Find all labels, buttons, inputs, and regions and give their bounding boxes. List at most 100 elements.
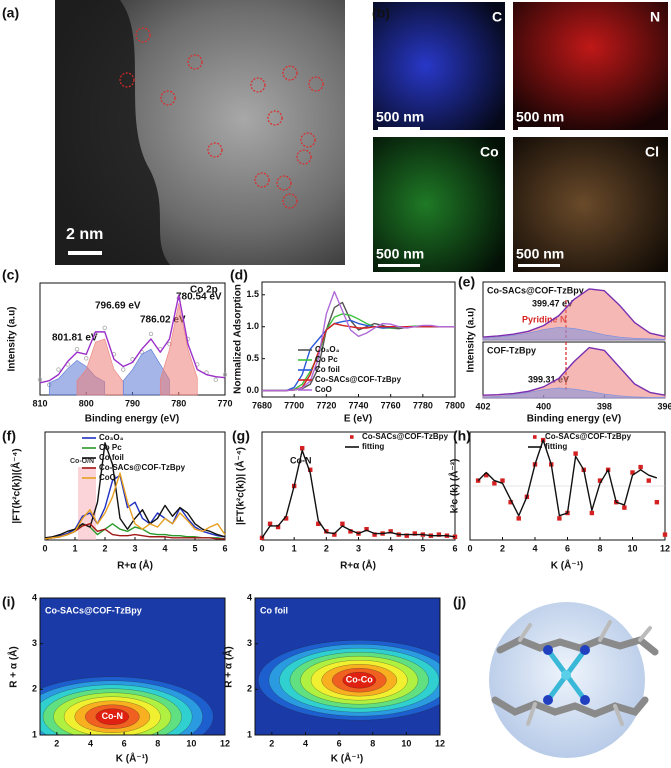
data-point (516, 516, 521, 521)
area (482, 326, 666, 341)
x-tick-label: 2 (500, 543, 505, 553)
x-tick-label: 7740 (348, 400, 368, 410)
data-point (492, 481, 497, 486)
x-tick-label: 6 (452, 543, 457, 553)
data-point (300, 445, 305, 451)
x-tick-label: 396 (657, 401, 671, 411)
x-tick-label: 7760 (381, 400, 401, 410)
data-point (222, 372, 228, 377)
legend-label: Co₃O₄ (99, 433, 124, 442)
chart: 0 1 2 3 4 5 6 R+α (Å) |FT(k²c(k))|(Å⁻⁴) Co-O/N Co₃… (10, 431, 228, 572)
area (159, 303, 198, 396)
line (44, 472, 226, 540)
data-point (622, 505, 627, 510)
data-point (121, 367, 126, 372)
map-label: N (650, 9, 660, 25)
scale-bar (518, 264, 560, 267)
molecule (491, 620, 659, 726)
x-tick-label: 6 (222, 543, 227, 553)
data-point (148, 331, 154, 337)
peak-label: Co-N (102, 711, 124, 721)
y-tick-label: 0.5 (246, 353, 259, 363)
legend-label: Co-SACs@COF-TzBpy (315, 375, 402, 384)
line (262, 290, 455, 392)
data-point (646, 478, 651, 483)
data-point (654, 499, 660, 505)
y-tick-label: 1 (32, 729, 37, 739)
annotation: 780.54 eV (176, 292, 222, 303)
y-axis-label: k³c (k) (Å⁻³) (448, 459, 461, 514)
contour-map (255, 598, 440, 735)
legend-label: Co foil (315, 365, 340, 374)
panel-label: (c) (2, 267, 19, 283)
chart: 810 800 790 780 770 Binding energy (eV) Intens… (7, 282, 233, 425)
y-tick-label: 1 (247, 729, 252, 739)
y-axis-label: R + α (Å) (7, 646, 20, 687)
x-tick-label: 780 (171, 398, 186, 408)
legend-label: CoO (99, 473, 116, 482)
x-tick-label: 5 (192, 543, 197, 553)
legend-label: fitting (545, 442, 567, 451)
annotation: 399.47 eV (532, 298, 573, 308)
y-tick-label: 0.0 (246, 385, 259, 395)
x-tick-label: 0 (467, 543, 472, 553)
panel-label: (i) (2, 594, 15, 610)
data-point (37, 377, 43, 382)
legend-label: CoO (315, 385, 332, 394)
x-tick-label: 0 (259, 543, 264, 553)
data-point (56, 367, 61, 372)
scale-bar (68, 251, 102, 255)
atom-marker (300, 132, 316, 148)
chart: 0 2 4 6 8 10 12 K (Å⁻¹) k³c (k) (Å⁻³) Co-SACs@COF… (448, 431, 670, 572)
x-tick-label: 6 (565, 543, 570, 553)
x-tick-label: 2 (269, 738, 274, 748)
peak-label: Co-Co (346, 675, 373, 685)
chart-title: COF-TzBpy (487, 345, 536, 355)
x-tick-label: 800 (79, 398, 94, 408)
x-tick-label: 2 (54, 738, 59, 748)
x-tick-label: 4 (532, 543, 537, 553)
contour-map (40, 598, 225, 735)
x-tick-label: 12 (435, 738, 445, 748)
x-tick-label: 5 (420, 543, 425, 553)
data-point (84, 356, 89, 361)
line (482, 288, 666, 338)
scale-label: 500 nm (376, 109, 424, 125)
panel-label: (b) (372, 5, 390, 21)
scale-bar (378, 264, 420, 267)
x-tick-label: 398 (597, 401, 612, 411)
panel-label: (f) (2, 428, 16, 444)
x-tick-label: 10 (627, 543, 637, 553)
chart: 7680 7700 7720 7740 7760 7780 7800 0.0 0.5 1.0 1.5… (233, 281, 465, 425)
annotation: 796.69 eV (95, 301, 141, 312)
atom-marker (308, 76, 324, 92)
y-tick-label: 1.0 (246, 321, 259, 331)
y-tick-label: 1.5 (246, 289, 259, 299)
chart: Co-SACs@COF-TzBpy 399.47 eV Pyridine N (482, 281, 666, 341)
data-point (74, 346, 80, 352)
atom-marker (254, 172, 270, 188)
annotation: Co 2p (190, 285, 218, 296)
annotation: 801.81 eV (52, 333, 98, 344)
legend-swatch (350, 435, 354, 439)
annotation: Co-N (290, 455, 312, 465)
chart-title: Co-SACs@COF-TzBpy (45, 605, 142, 615)
x-tick-label: 6 (337, 738, 342, 748)
annotation: 399.31 eV (528, 374, 569, 384)
data-point (630, 470, 635, 475)
x-tick-label: 7680 (252, 400, 272, 410)
data-point (589, 510, 595, 516)
x-tick-label: 2 (102, 543, 107, 553)
contour-peak (95, 708, 130, 725)
x-tick-label: 4 (162, 543, 167, 553)
legend-label: Co-SACs@COF-TzBpy (545, 432, 632, 441)
y-tick-label: 3 (247, 638, 252, 648)
atom-marker (276, 175, 292, 191)
atom-marker (282, 65, 298, 81)
annotation: 786.02 eV (140, 315, 186, 326)
legend-label: Co-SACs@COF-TzBpy (99, 463, 186, 472)
